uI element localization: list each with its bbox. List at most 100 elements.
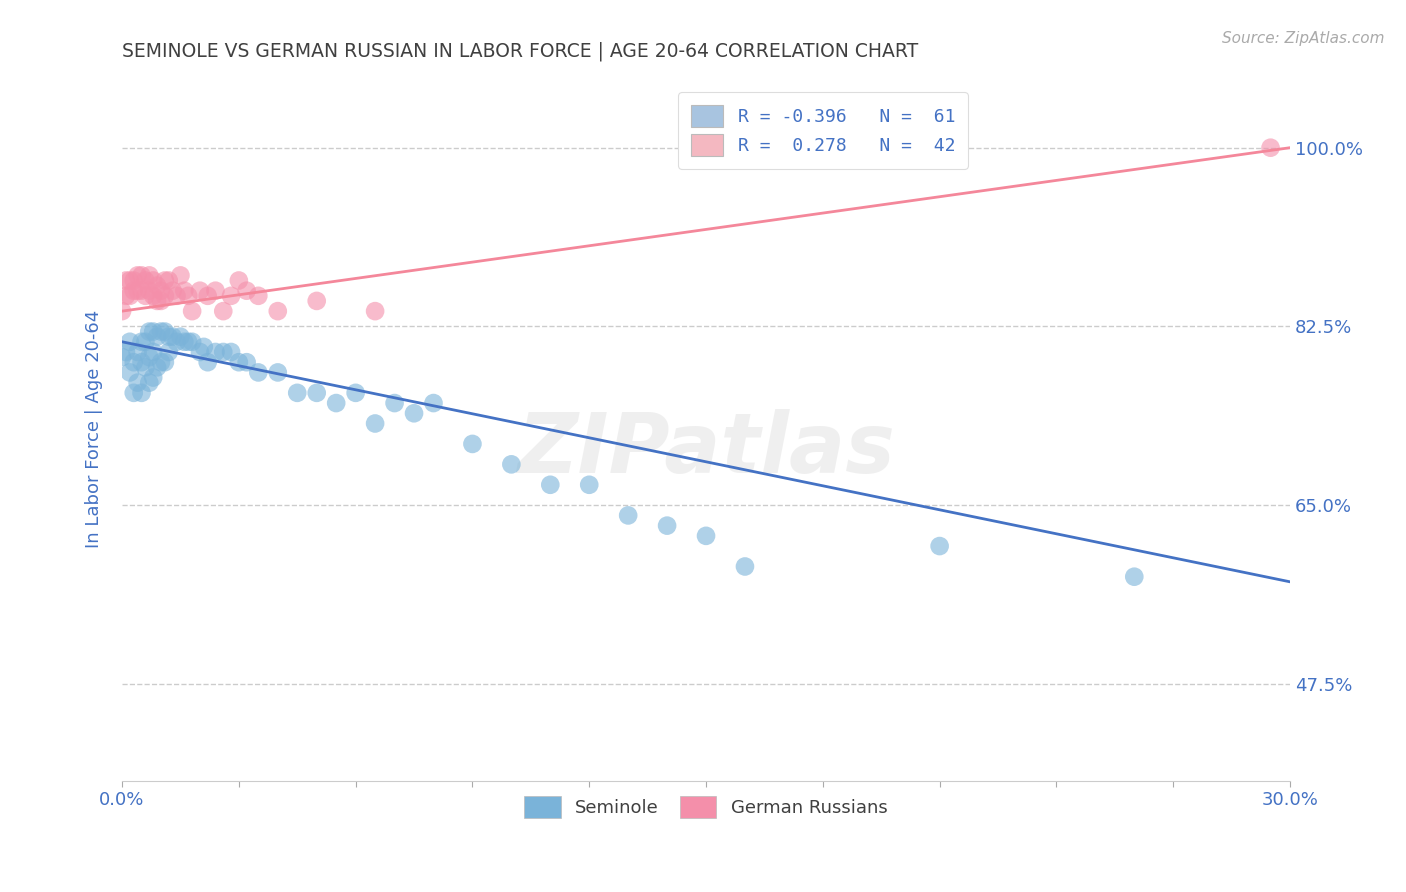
Point xyxy=(188,284,211,298)
Point xyxy=(325,396,347,410)
Point xyxy=(617,508,640,523)
Point xyxy=(134,289,156,303)
Point xyxy=(364,417,387,431)
Point xyxy=(131,284,153,298)
Point xyxy=(402,406,425,420)
Legend: Seminole, German Russians: Seminole, German Russians xyxy=(517,789,894,825)
Point xyxy=(138,376,160,390)
Point xyxy=(122,273,145,287)
Point xyxy=(177,334,200,349)
Point xyxy=(228,355,250,369)
Point xyxy=(118,334,141,349)
Point xyxy=(181,334,204,349)
Point xyxy=(138,268,160,283)
Point xyxy=(122,385,145,400)
Point xyxy=(146,278,169,293)
Text: SEMINOLE VS GERMAN RUSSIAN IN LABOR FORCE | AGE 20-64 CORRELATION CHART: SEMINOLE VS GERMAN RUSSIAN IN LABOR FORC… xyxy=(122,42,918,62)
Point xyxy=(305,293,328,308)
Point xyxy=(146,329,169,343)
Point xyxy=(193,340,215,354)
Point xyxy=(219,289,242,303)
Point xyxy=(364,304,387,318)
Point xyxy=(166,289,188,303)
Point xyxy=(422,396,444,410)
Point xyxy=(157,345,180,359)
Point xyxy=(138,284,160,298)
Point xyxy=(162,329,184,343)
Point xyxy=(134,273,156,287)
Point xyxy=(655,518,678,533)
Point xyxy=(142,325,165,339)
Point xyxy=(157,273,180,287)
Point xyxy=(212,304,235,318)
Point xyxy=(146,293,169,308)
Point xyxy=(212,345,235,359)
Point xyxy=(162,284,184,298)
Point xyxy=(928,539,950,553)
Point xyxy=(138,350,160,364)
Point xyxy=(578,477,600,491)
Point xyxy=(149,284,172,298)
Point xyxy=(177,289,200,303)
Point xyxy=(153,289,176,303)
Point xyxy=(122,284,145,298)
Point xyxy=(695,529,717,543)
Point xyxy=(127,284,149,298)
Point xyxy=(501,458,523,472)
Point xyxy=(149,325,172,339)
Point xyxy=(219,345,242,359)
Point xyxy=(115,273,138,287)
Point xyxy=(204,284,226,298)
Point xyxy=(169,329,191,343)
Y-axis label: In Labor Force | Age 20-64: In Labor Force | Age 20-64 xyxy=(86,310,103,548)
Point xyxy=(169,268,191,283)
Point xyxy=(173,334,195,349)
Point xyxy=(149,293,172,308)
Point xyxy=(285,385,308,400)
Point xyxy=(267,366,290,380)
Point xyxy=(142,273,165,287)
Point xyxy=(134,334,156,349)
Point xyxy=(384,396,406,410)
Point xyxy=(267,304,290,318)
Point xyxy=(1260,141,1282,155)
Point xyxy=(118,366,141,380)
Point xyxy=(344,385,367,400)
Point xyxy=(122,355,145,369)
Point xyxy=(197,355,219,369)
Point xyxy=(153,273,176,287)
Point xyxy=(153,325,176,339)
Text: ZIPatlas: ZIPatlas xyxy=(517,409,896,491)
Point xyxy=(146,360,169,375)
Point xyxy=(131,385,153,400)
Point xyxy=(166,334,188,349)
Point xyxy=(149,355,172,369)
Point xyxy=(127,376,149,390)
Point xyxy=(461,437,484,451)
Point xyxy=(734,559,756,574)
Point xyxy=(538,477,561,491)
Point xyxy=(153,355,176,369)
Point xyxy=(247,366,270,380)
Point xyxy=(142,370,165,384)
Point xyxy=(173,284,195,298)
Point xyxy=(131,334,153,349)
Point xyxy=(228,273,250,287)
Point xyxy=(127,345,149,359)
Point xyxy=(197,289,219,303)
Point xyxy=(1123,570,1146,584)
Point xyxy=(142,345,165,359)
Point xyxy=(111,304,134,318)
Point xyxy=(235,355,257,369)
Point xyxy=(131,268,153,283)
Point xyxy=(188,345,211,359)
Point xyxy=(157,329,180,343)
Point xyxy=(118,289,141,303)
Point xyxy=(115,289,138,303)
Point xyxy=(181,304,204,318)
Point xyxy=(111,350,134,364)
Text: Source: ZipAtlas.com: Source: ZipAtlas.com xyxy=(1222,31,1385,46)
Point xyxy=(247,289,270,303)
Point xyxy=(138,325,160,339)
Point xyxy=(204,345,226,359)
